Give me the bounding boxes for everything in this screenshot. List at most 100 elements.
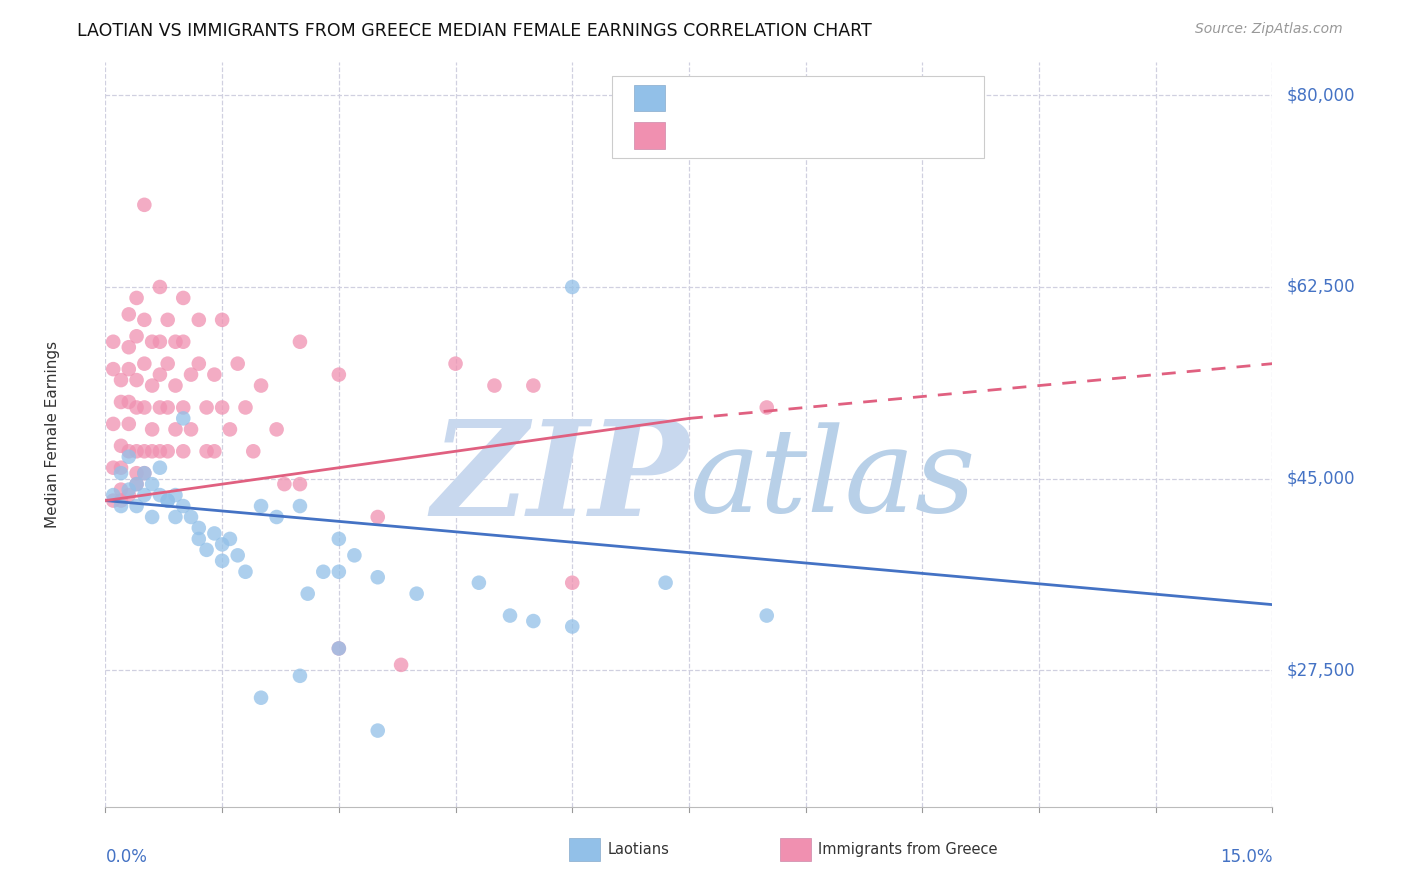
Point xyxy=(468,575,491,590)
Text: 40: 40 xyxy=(849,89,875,107)
Point xyxy=(288,499,311,513)
Point xyxy=(202,368,225,382)
Point xyxy=(367,723,389,738)
Text: R =: R = xyxy=(679,89,718,107)
Point xyxy=(134,401,156,415)
Point xyxy=(149,368,172,382)
Point xyxy=(202,526,225,541)
Point xyxy=(149,401,172,415)
Point xyxy=(180,510,202,524)
Text: atlas: atlas xyxy=(689,422,976,537)
Point xyxy=(110,493,132,508)
Point xyxy=(328,641,350,656)
Point xyxy=(125,466,148,480)
Point xyxy=(266,422,288,436)
Point xyxy=(110,439,132,453)
Point xyxy=(165,488,187,502)
Point xyxy=(134,444,156,458)
Point xyxy=(484,378,506,392)
Point xyxy=(141,378,163,392)
Point xyxy=(149,444,172,458)
Point xyxy=(328,565,350,579)
Point xyxy=(156,313,179,327)
Text: N =: N = xyxy=(799,89,851,107)
Text: $80,000: $80,000 xyxy=(1286,87,1355,104)
Point xyxy=(110,373,132,387)
Point xyxy=(219,422,242,436)
Point xyxy=(141,444,163,458)
Point xyxy=(273,477,295,491)
Point xyxy=(149,334,172,349)
Point xyxy=(180,422,202,436)
Text: R =: R = xyxy=(679,127,718,145)
Point xyxy=(103,493,125,508)
Point xyxy=(156,444,179,458)
Text: -0.169: -0.169 xyxy=(725,89,790,107)
Point xyxy=(172,411,194,425)
Point xyxy=(755,608,778,623)
Point xyxy=(110,499,132,513)
Text: Immigrants from Greece: Immigrants from Greece xyxy=(818,842,998,856)
Point xyxy=(103,460,125,475)
Point xyxy=(110,466,132,480)
Point xyxy=(195,444,218,458)
Point xyxy=(125,499,148,513)
Point xyxy=(103,417,125,431)
Point xyxy=(125,329,148,343)
Point xyxy=(250,499,273,513)
Point xyxy=(187,313,209,327)
Point xyxy=(149,460,172,475)
Point xyxy=(226,549,249,563)
Point xyxy=(141,510,163,524)
Text: $45,000: $45,000 xyxy=(1286,470,1355,488)
Point xyxy=(118,488,141,502)
Point xyxy=(288,477,311,491)
Point xyxy=(118,417,141,431)
Point xyxy=(156,401,179,415)
Point xyxy=(288,669,311,683)
Point xyxy=(202,444,225,458)
Text: LAOTIAN VS IMMIGRANTS FROM GREECE MEDIAN FEMALE EARNINGS CORRELATION CHART: LAOTIAN VS IMMIGRANTS FROM GREECE MEDIAN… xyxy=(77,22,872,40)
Point xyxy=(149,488,172,502)
Point xyxy=(219,532,242,546)
Text: Median Female Earnings: Median Female Earnings xyxy=(45,342,60,528)
Point xyxy=(405,587,427,601)
Point xyxy=(156,493,179,508)
Point xyxy=(165,378,187,392)
Point xyxy=(561,575,583,590)
Point xyxy=(297,587,319,601)
Point xyxy=(312,565,335,579)
Point xyxy=(118,307,141,321)
Point xyxy=(118,444,141,458)
Point xyxy=(367,510,389,524)
Point xyxy=(134,466,156,480)
Point xyxy=(250,690,273,705)
Point xyxy=(125,291,148,305)
Point xyxy=(125,477,148,491)
Point xyxy=(367,570,389,584)
Point xyxy=(165,334,187,349)
Point xyxy=(134,313,156,327)
Point xyxy=(141,334,163,349)
Point xyxy=(180,368,202,382)
Point xyxy=(141,477,163,491)
Point xyxy=(211,401,233,415)
Point xyxy=(172,444,194,458)
Point xyxy=(328,641,350,656)
Point xyxy=(195,542,218,557)
Text: ZIP: ZIP xyxy=(432,415,689,544)
Point xyxy=(110,395,132,409)
Point xyxy=(141,422,163,436)
Point xyxy=(172,401,194,415)
Text: 0.125: 0.125 xyxy=(725,127,789,145)
Point xyxy=(103,334,125,349)
Point xyxy=(444,357,467,371)
Point xyxy=(125,477,148,491)
Point xyxy=(172,499,194,513)
Point xyxy=(118,362,141,376)
Point xyxy=(134,198,156,212)
Text: 0.0%: 0.0% xyxy=(105,848,148,866)
Point xyxy=(134,357,156,371)
Point xyxy=(125,373,148,387)
Point xyxy=(195,401,218,415)
